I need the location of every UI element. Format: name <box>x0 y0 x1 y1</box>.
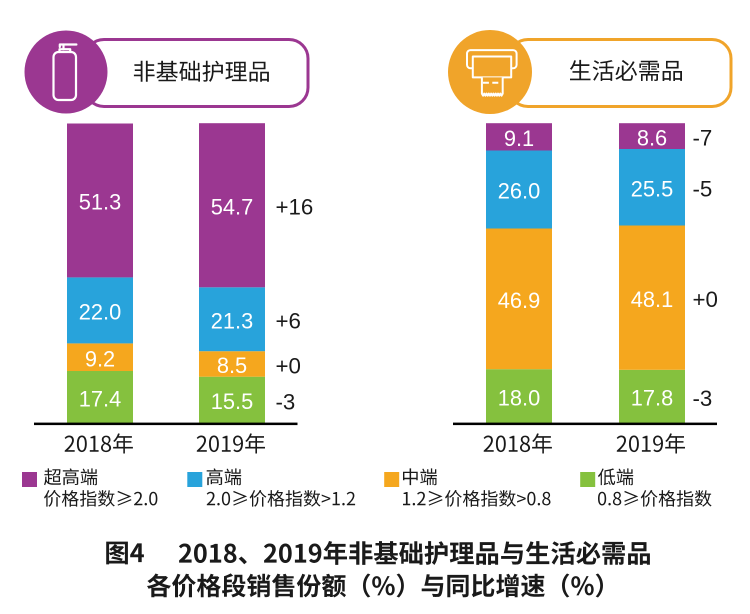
svg-text:48.1: 48.1 <box>631 287 673 312</box>
svg-text:15.5: 15.5 <box>211 389 253 414</box>
svg-text:54.7: 54.7 <box>211 194 253 219</box>
svg-text:-7: -7 <box>693 126 713 151</box>
svg-text:-3: -3 <box>693 386 713 411</box>
svg-text:17.4: 17.4 <box>79 386 121 411</box>
svg-text:+6: +6 <box>276 309 301 334</box>
svg-text:+16: +16 <box>276 195 314 220</box>
svg-text:46.9: 46.9 <box>498 288 540 313</box>
svg-text:-3: -3 <box>276 389 296 414</box>
svg-text:26.0: 26.0 <box>498 179 540 204</box>
svg-text:51.3: 51.3 <box>79 190 121 215</box>
svg-text:18.0: 18.0 <box>498 385 540 410</box>
svg-text:9.1: 9.1 <box>504 126 534 151</box>
svg-text:+0: +0 <box>276 353 301 378</box>
svg-text:+0: +0 <box>693 287 718 312</box>
svg-text:8.6: 8.6 <box>637 125 667 150</box>
svg-text:21.3: 21.3 <box>211 308 253 333</box>
svg-text:17.8: 17.8 <box>631 386 673 411</box>
svg-text:9.2: 9.2 <box>85 346 115 371</box>
svg-text:22.0: 22.0 <box>79 300 121 325</box>
svg-text:25.5: 25.5 <box>631 176 673 201</box>
svg-text:-5: -5 <box>693 177 713 202</box>
svg-text:8.5: 8.5 <box>217 353 247 378</box>
